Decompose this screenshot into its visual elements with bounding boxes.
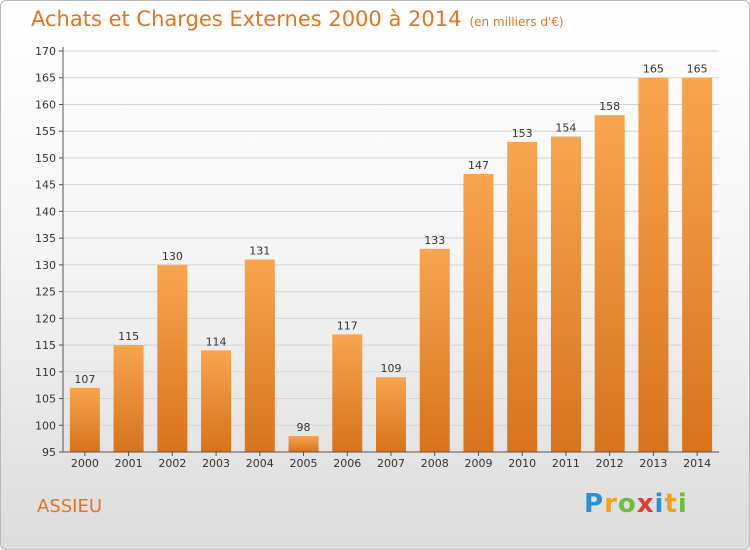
x-tick-label: 2006 (333, 457, 361, 470)
data-label-2002: 130 (162, 250, 183, 263)
y-tick-label: 120 (35, 312, 56, 325)
data-label-2010: 153 (512, 127, 533, 140)
data-label-2001: 115 (118, 330, 139, 343)
bar-2014 (682, 77, 713, 452)
x-tick-label: 2002 (158, 457, 186, 470)
y-tick-label: 125 (35, 286, 56, 299)
bar-2001 (113, 345, 144, 452)
x-tick-label: 2004 (246, 457, 274, 470)
x-tick-label: 2000 (71, 457, 99, 470)
y-tick-label: 170 (35, 45, 56, 58)
proxiti-logo: Proxiti (584, 489, 688, 519)
chart-subtitle: (en milliers d'€) (469, 15, 564, 29)
bar-2004 (244, 259, 275, 452)
x-tick-label: 2008 (421, 457, 449, 470)
logo-letter: i (677, 489, 688, 519)
logo-letter: i (654, 489, 665, 519)
y-tick-label: 160 (35, 98, 56, 111)
logo-letter: P (584, 489, 605, 519)
axes (59, 47, 719, 456)
y-tick-label: 150 (35, 152, 56, 165)
data-label-2007: 109 (381, 362, 402, 375)
logo-letter: x (636, 489, 655, 519)
y-tick-label: 140 (35, 205, 56, 218)
x-tick-label: 2003 (202, 457, 230, 470)
logo-letter: t (664, 489, 678, 519)
y-tick-label: 155 (35, 125, 56, 138)
x-tick-label: 2012 (596, 457, 624, 470)
data-label-2012: 158 (599, 100, 620, 113)
data-label-2000: 107 (74, 373, 95, 386)
bar-2010 (507, 141, 538, 453)
place-name: ASSIEU (37, 496, 103, 517)
x-tick-label: 2010 (508, 457, 536, 470)
bar-2008 (419, 248, 450, 452)
y-tick-label: 100 (35, 419, 56, 432)
y-tick-label: 115 (35, 339, 56, 352)
data-label-2011: 154 (555, 122, 576, 135)
y-tick-label: 135 (35, 232, 56, 245)
bars (69, 77, 713, 453)
logo-letter: o (617, 489, 637, 519)
x-tick-label: 2001 (115, 457, 143, 470)
labels: 95 100 105 110 115 120 125 130 135 140 145 150 155 16… (35, 45, 711, 470)
bar-2006 (332, 334, 363, 452)
chart-title-text: Achats et Charges Externes 2000 à 2014 (31, 7, 462, 31)
bar-2013 (638, 77, 669, 452)
bar-2005 (288, 435, 319, 452)
x-tick-label: 2007 (377, 457, 405, 470)
y-tick-label: 110 (35, 366, 56, 379)
y-tick-label: 130 (35, 259, 56, 272)
bar-2012 (594, 115, 625, 452)
y-tick-label: 165 (35, 72, 56, 85)
data-label-2006: 117 (337, 319, 358, 332)
data-label-2013: 165 (643, 63, 664, 76)
x-tick-label: 2014 (683, 457, 711, 470)
y-tick-label: 95 (42, 446, 56, 459)
data-label-2003: 114 (206, 335, 227, 348)
bar-2011 (550, 136, 581, 452)
data-label-2008: 133 (424, 234, 445, 247)
bar-2002 (157, 264, 188, 452)
x-tick-label: 2005 (290, 457, 318, 470)
bar-2007 (376, 377, 406, 452)
data-label-2004: 131 (249, 245, 270, 258)
chart-title: Achats et Charges Externes 2000 à 2014 (e… (31, 7, 564, 31)
data-label-2005: 98 (297, 421, 311, 434)
bar-2003 (201, 350, 232, 452)
logo-letter: r (604, 489, 618, 519)
x-tick-label: 2013 (639, 457, 667, 470)
x-tick-label: 2009 (464, 457, 492, 470)
y-tick-label: 105 (35, 393, 56, 406)
x-tick-label: 2011 (552, 457, 580, 470)
bar-2000 (69, 387, 100, 452)
bar-2009 (463, 173, 494, 452)
data-label-2009: 147 (468, 159, 489, 172)
data-label-2014: 165 (687, 63, 708, 76)
y-tick-label: 145 (35, 179, 56, 192)
